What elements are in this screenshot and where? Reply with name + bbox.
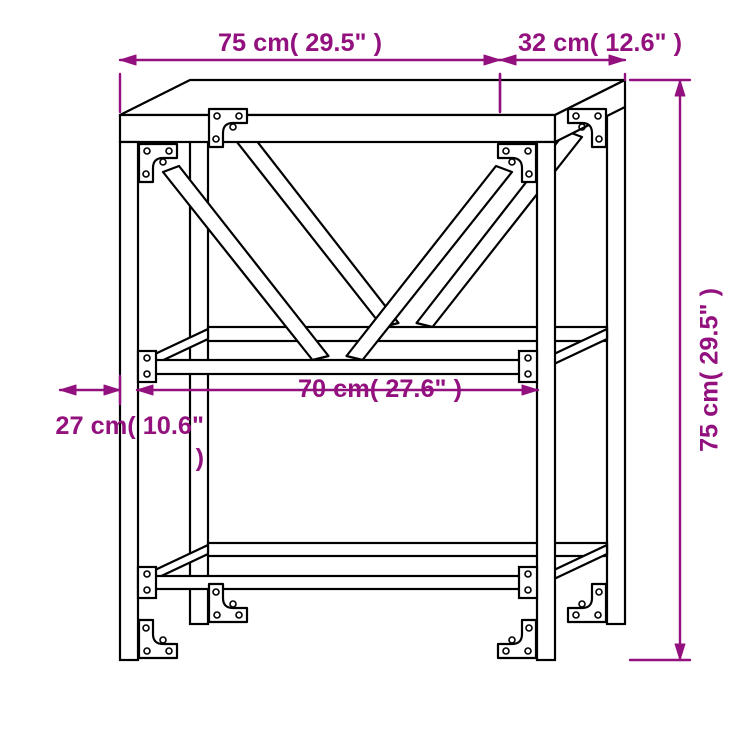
dim-side-label: 27 cm( 10.6") xyxy=(4,411,204,474)
diagram-stage: 75 cm( 29.5" ) 32 cm( 12.6" ) 70 cm( 27.6"… xyxy=(0,0,750,750)
dim-width-label: 75 cm( 29.5" ) xyxy=(218,28,382,60)
dim-inner-label: 70 cm( 27.6" ) xyxy=(298,374,462,406)
dim-height-label: 75 cm( 29.5" ) xyxy=(696,288,725,452)
dim-depth-label: 32 cm( 12.6" ) xyxy=(518,28,682,60)
